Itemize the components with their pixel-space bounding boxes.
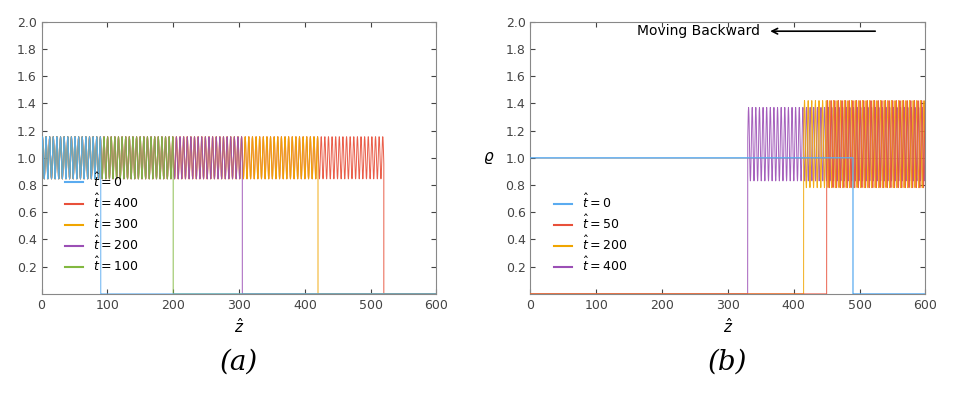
Text: (b): (b) bbox=[707, 348, 747, 375]
Legend: $\hat{t} = 0$, $\hat{t} = 400$, $\hat{t} = 300$, $\hat{t} = 200$, $\hat{t} = 100: $\hat{t} = 0$, $\hat{t} = 400$, $\hat{t}… bbox=[60, 167, 144, 279]
Text: (a): (a) bbox=[219, 348, 258, 375]
X-axis label: $\hat{z}$: $\hat{z}$ bbox=[233, 317, 244, 336]
X-axis label: $\hat{z}$: $\hat{z}$ bbox=[722, 317, 732, 336]
Text: Moving Backward: Moving Backward bbox=[636, 24, 759, 38]
Y-axis label: $\varrho$: $\varrho$ bbox=[482, 150, 495, 166]
Legend: $\hat{t} = 0$, $\hat{t} = 50$, $\hat{t} = 200$, $\hat{t} = 400$: $\hat{t} = 0$, $\hat{t} = 50$, $\hat{t} … bbox=[548, 188, 632, 279]
